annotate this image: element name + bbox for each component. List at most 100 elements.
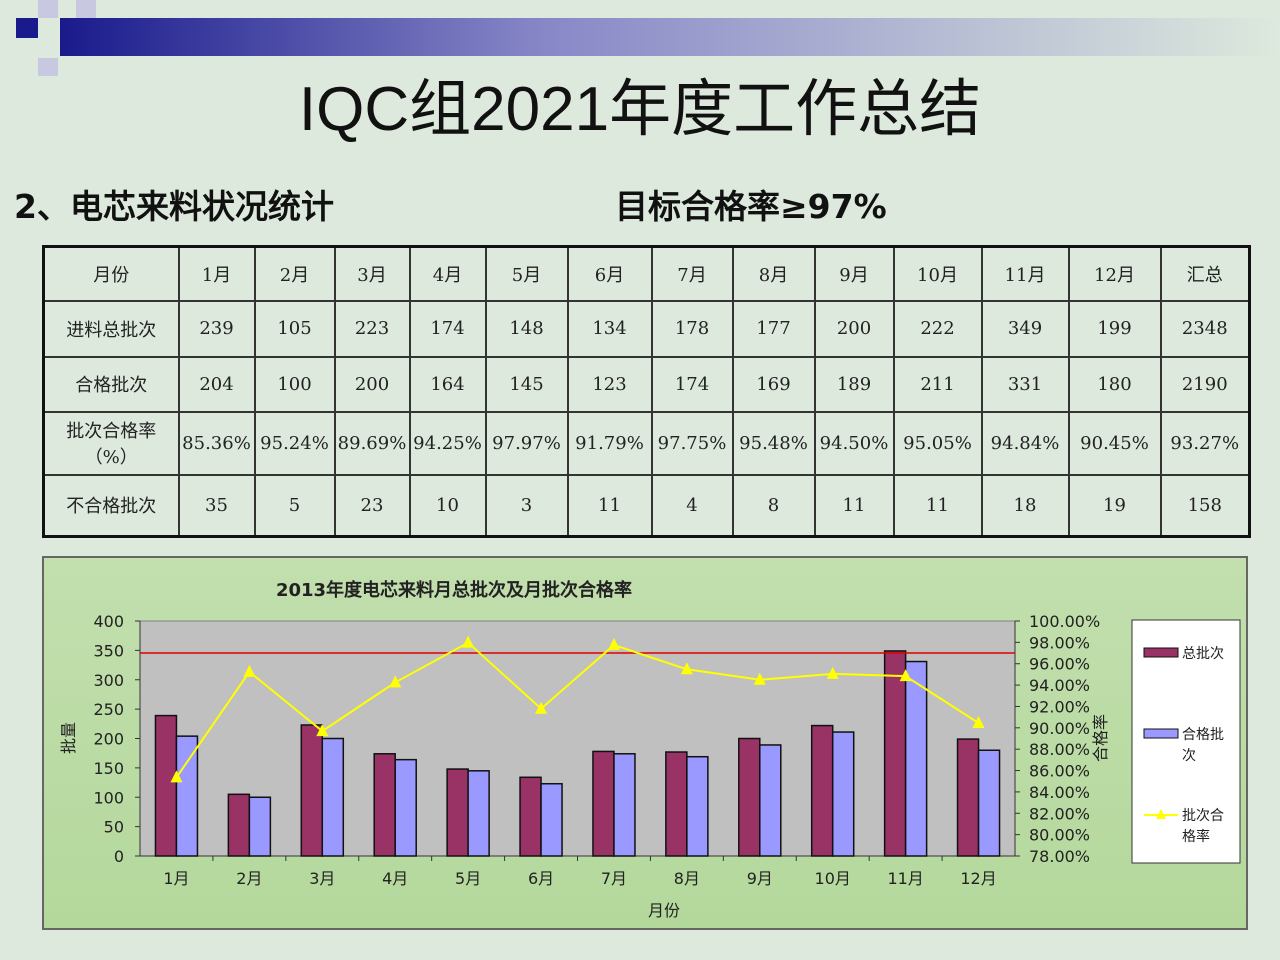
- bar-total: [738, 737, 761, 857]
- table-cell: 35: [177, 473, 256, 538]
- table-cell: 3月: [333, 245, 411, 302]
- y-tick-label: 250: [93, 700, 124, 719]
- x-tick-label: 4月: [382, 869, 408, 888]
- table-cell: 164: [408, 355, 487, 413]
- table-cell: 10月: [892, 245, 983, 302]
- chart-panel: 2013年度电芯来料月总批次及月批次合格率 0 50 100 150 200 250 300 3…: [42, 556, 1248, 930]
- x-tick-label: 7月: [601, 869, 627, 888]
- table-cell: 94.50%: [813, 410, 895, 476]
- rate-marker: [535, 701, 548, 714]
- table-cell: 94.84%: [980, 410, 1070, 476]
- rate-marker: [462, 635, 475, 648]
- table-cell: 2348: [1159, 299, 1251, 358]
- table-cell: 199: [1067, 299, 1162, 358]
- plot-area: [139, 620, 1016, 857]
- y-tick-label: 200: [93, 730, 124, 749]
- table-cell: 145: [484, 355, 569, 413]
- y-axis-label: 批量: [59, 722, 78, 754]
- table-cell: 97.75%: [650, 410, 734, 476]
- table-row: 批次合格率（%） 85.36% 95.24% 89.69% 94.25% 97.97% 91…: [42, 410, 1251, 476]
- rate-marker: [243, 664, 256, 677]
- decor-square: [38, 58, 58, 76]
- x-tick-label: 11月: [887, 869, 923, 888]
- x-tick-label: 2月: [236, 869, 262, 888]
- bar-passed: [467, 770, 490, 857]
- bar-passed: [831, 731, 855, 857]
- y2-tick-label: 88.00%: [1029, 740, 1090, 759]
- y2-axis-label: 合格率: [1091, 714, 1110, 762]
- table-cell: 239: [177, 299, 256, 358]
- table-cell: 200: [813, 299, 895, 358]
- y2-tick-label: 92.00%: [1029, 697, 1090, 716]
- bar-total: [373, 753, 396, 857]
- table-cell: 12月: [1067, 245, 1162, 302]
- table-cell: 177: [731, 299, 816, 358]
- bar-total: [446, 768, 469, 857]
- y2-tick-label: 82.00%: [1029, 804, 1090, 823]
- y-tick-label: 0: [114, 847, 124, 866]
- y2-tick-label: 94.00%: [1029, 676, 1090, 695]
- x-tick-label: 1月: [163, 869, 189, 888]
- table-cell: 174: [408, 299, 487, 358]
- table-cell: 3: [484, 473, 569, 538]
- bar-total: [227, 793, 251, 857]
- bar-passed: [540, 782, 563, 857]
- stats-table: 月份 1月 2月 3月 4月 5月 6月 7月 8月 9月 10月 11月 12月 汇总 进料总批次 239 1…: [42, 245, 1251, 538]
- bar-passed: [321, 737, 345, 857]
- y-tick-label: 400: [93, 612, 124, 631]
- y-tick-label: 300: [93, 671, 124, 690]
- legend-label: 格率: [1182, 828, 1210, 845]
- table-cell: 200: [333, 355, 411, 413]
- legend-marker: [1156, 809, 1166, 819]
- legend-label: 次: [1182, 748, 1196, 764]
- table-cell: 19: [1067, 473, 1162, 538]
- bar-passed: [759, 744, 782, 857]
- table-cell: 85.36%: [177, 410, 256, 476]
- table-cell: 11月: [980, 245, 1070, 302]
- table-cell: 211: [892, 355, 983, 413]
- table-cell: 4: [650, 473, 734, 538]
- combo-chart: 2013年度电芯来料月总批次及月批次合格率 0 50 100 150 200 250 300 3…: [59, 579, 1241, 920]
- x-tick-label: 5月: [455, 869, 481, 888]
- bar-passed: [394, 758, 417, 857]
- table-cell: 6月: [566, 245, 653, 302]
- rate-marker: [826, 666, 839, 679]
- table-cell: 10: [408, 473, 487, 538]
- table-cell: 204: [177, 355, 256, 413]
- table-cell: 11: [813, 473, 895, 538]
- y2-tick-label: 96.00%: [1029, 655, 1090, 674]
- page-title: IQC组2021年度工作总结: [298, 75, 982, 144]
- table-row: 进料总批次 239 105 223 174 148 134 178 177 200 222 349 19…: [42, 299, 1251, 358]
- legend-label: 总批次: [1182, 646, 1224, 662]
- table-cell: 134: [566, 299, 653, 358]
- y2-tick-label: 78.00%: [1029, 847, 1090, 866]
- y2-tick-label: 98.00%: [1029, 633, 1090, 652]
- table-cell: 1月: [177, 245, 256, 302]
- rate-marker: [607, 638, 620, 651]
- decor-square: [76, 0, 96, 18]
- row-header-cell: 合格批次: [42, 355, 180, 413]
- table-cell: 11: [566, 473, 653, 538]
- bar-total: [300, 724, 324, 857]
- row-header-cell: 不合格批次: [42, 473, 180, 538]
- x-tick-label: 6月: [528, 869, 554, 888]
- y2-tick-label: 80.00%: [1029, 826, 1090, 845]
- section-subtitle: 2、电芯来料状况统计: [14, 187, 334, 226]
- table-cell: 94.25%: [408, 410, 487, 476]
- table-cell: 9月: [813, 245, 895, 302]
- table-cell: 18: [980, 473, 1070, 538]
- table-cell: 158: [1159, 473, 1251, 538]
- table-cell: 180: [1067, 355, 1162, 413]
- rate-marker: [389, 675, 402, 688]
- table-cell: 174: [650, 355, 734, 413]
- table-cell: 7月: [650, 245, 734, 302]
- y2-tick-label: 90.00%: [1029, 719, 1090, 738]
- bar-total: [956, 738, 980, 857]
- rate-marker: [316, 724, 329, 737]
- y-tick-label: 50: [104, 818, 124, 837]
- table-cell: 100: [253, 355, 336, 413]
- bar-total: [592, 750, 615, 857]
- bar-total: [665, 751, 688, 857]
- bar-total: [883, 650, 907, 857]
- legend-label: 合格批: [1182, 727, 1224, 743]
